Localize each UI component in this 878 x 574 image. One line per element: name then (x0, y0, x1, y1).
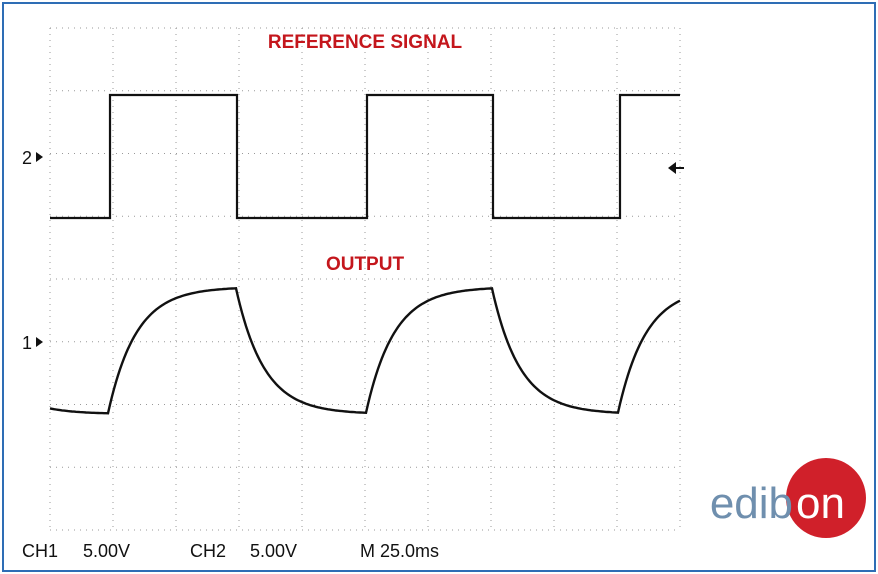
ch1-scale: 5.00V (83, 541, 130, 561)
logo-left: edib (710, 479, 793, 528)
scope-screenshot: REFERENCE SIGNAL OUTPUT 2 1 CH1 5.00V CH… (0, 0, 878, 574)
ch2-label: CH2 (190, 541, 226, 561)
logo-right: on (796, 479, 845, 528)
timebase: M 25.0ms (360, 541, 439, 561)
ch1-label: CH1 (22, 541, 58, 561)
ch2-marker: 2 (22, 148, 32, 168)
ch2-scale: 5.00V (250, 541, 297, 561)
ch1-marker: 1 (22, 333, 32, 353)
output-label: OUTPUT (326, 254, 405, 275)
reference-label: REFERENCE SIGNAL (268, 32, 463, 53)
